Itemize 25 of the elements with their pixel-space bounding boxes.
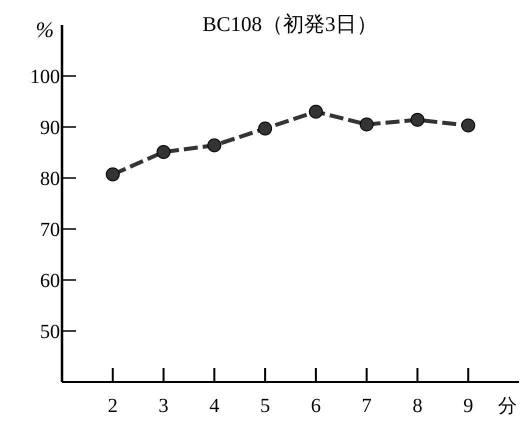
y-tick-label: 60 [40,270,60,292]
x-tick-label: 3 [158,395,169,417]
point [106,167,120,182]
y-tick-label: 70 [40,219,60,241]
chart-title: BC108（初発3日） [202,12,378,36]
point [360,117,374,132]
x-tick-label: 7 [362,395,372,417]
y-tick-label: 100 [30,66,60,88]
y-tick-label: 50 [40,321,60,343]
x-axis-title: 分 [498,396,517,417]
x-tick-label: 4 [209,395,220,417]
point [308,104,323,119]
x-tick-label: 5 [260,395,270,417]
x-tick-label: 9 [463,395,474,417]
x-tick-label: 6 [310,395,321,417]
y-tick-label: 80 [40,168,60,190]
x-tick-label: 2 [108,395,118,417]
point [461,118,476,132]
x-tick-label: 8 [412,395,422,417]
point [207,138,222,152]
point [258,122,272,136]
y-tick-label: 90 [40,117,60,139]
y-axis-title: % [36,17,54,42]
point [410,112,424,127]
point [156,144,171,159]
